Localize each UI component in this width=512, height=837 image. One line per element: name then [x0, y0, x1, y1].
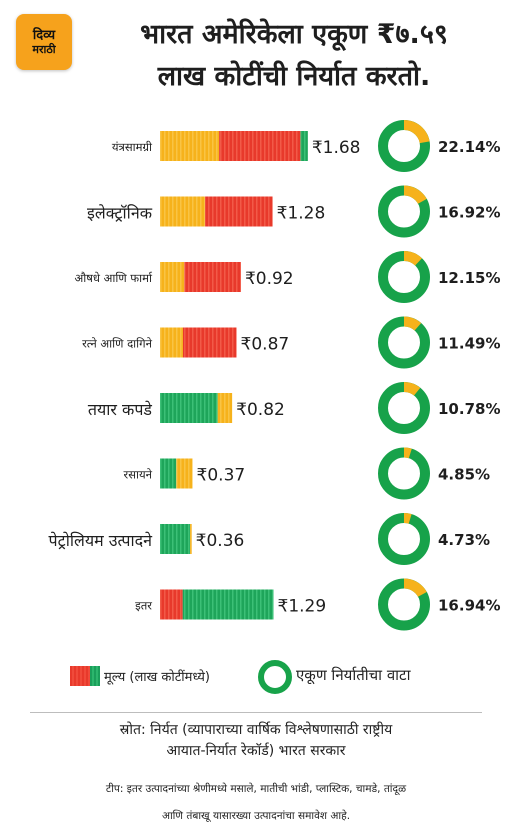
category-label: इतर [135, 599, 152, 613]
bar-segment [160, 393, 218, 423]
bar-segment [160, 458, 177, 489]
share-percent-label: 10.78% [438, 400, 500, 418]
legend-ring-icon [258, 660, 292, 694]
bar-segment [160, 524, 191, 554]
logo-text-bottom: मराठी [32, 43, 56, 56]
bar-segment [160, 589, 183, 620]
bar-segment [219, 131, 301, 161]
share-donut-ring [378, 382, 430, 434]
divya-marathi-logo: दिव्य मराठी [16, 14, 72, 70]
category-label: तयार कपडे [88, 400, 153, 419]
category-label: रत्ने आणि दागिने [82, 337, 153, 351]
share-donut-slice [378, 120, 430, 172]
bar-value-label: ₹1.29 [278, 597, 327, 617]
source-line-1: स्रोत: निर्यत (व्यापाराच्या वार्षिक विश्… [119, 722, 393, 738]
category-label: यंत्रसामग्री [112, 140, 153, 154]
bar-segment [160, 327, 183, 358]
bar-segment [190, 524, 192, 554]
share-percent-label: 4.85% [438, 466, 490, 484]
share-donut-slice [378, 251, 430, 303]
export-chart: यंत्रसामग्री ₹1.68 22.14% इलेक्ट्रॉनिक ₹1.28… [49, 120, 500, 631]
legend-bar-swatch [70, 666, 100, 686]
footnote: टीप: इतर उत्पादनांच्या श्रेणीमध्ये मसाले… [30, 776, 482, 830]
share-donut-ring [378, 316, 430, 369]
bar-value-label: ₹0.92 [245, 269, 294, 289]
title-line-1: भारत अमेरिकेला एकूण ₹७.५९ [140, 19, 448, 50]
category-label: इलेक्ट्रॉनिक [87, 204, 153, 223]
legend-share-label: एकूण निर्यातीचा वाटा [296, 666, 411, 684]
category-label: रसायने [123, 468, 152, 482]
share-donut-ring [378, 447, 430, 500]
note-line-2: आणि तंबाखू यासारख्या उत्पादनांचा समावेश … [161, 810, 351, 822]
share-donut-slice [378, 447, 430, 500]
share-donut-slice [378, 513, 430, 565]
share-donut-slice [378, 382, 430, 434]
category-label: औषधे आणि फार्मा [74, 271, 153, 285]
bar-segment [182, 589, 274, 620]
header: दिव्य मराठी भारत अमेरिकेला एकूण ₹७.५९ ला… [0, 0, 512, 112]
share-percent-label: 4.73% [438, 531, 490, 549]
logo-text-top: दिव्य [32, 28, 56, 43]
bar-segment [160, 131, 220, 161]
source-line-2: आयात-निर्यात रेकॉर्ड) भारत सरकार [166, 743, 346, 759]
bar-segment [184, 262, 241, 292]
share-percent-label: 16.94% [438, 597, 500, 615]
bar-segment [160, 262, 185, 292]
bar-value-label: ₹0.87 [241, 335, 290, 355]
legend-value-label: मूल्य (लाख कोटींमध्ये) [104, 670, 210, 685]
bar-segment [182, 327, 237, 358]
note-line-1: टीप: इतर उत्पादनांच्या श्रेणीमध्ये मसाले… [105, 783, 407, 795]
bar-value-label: ₹0.37 [197, 466, 246, 486]
bar-value-label: ₹1.68 [312, 138, 361, 158]
share-percent-label: 16.92% [438, 204, 500, 222]
share-percent-label: 22.14% [438, 138, 500, 156]
share-donut-ring [378, 513, 430, 565]
divider [30, 712, 482, 713]
bar-segment [205, 196, 273, 227]
bar-segment [217, 393, 233, 423]
bar-value-label: ₹0.82 [236, 400, 285, 420]
bar-segment [300, 131, 308, 161]
share-donut-slice [378, 316, 430, 369]
source-text: स्रोत: निर्यत (व्यापाराच्या वार्षिक विश्… [40, 720, 472, 762]
share-donut-slice [378, 578, 430, 631]
bar-segment [160, 196, 206, 227]
page-title: भारत अमेरिकेला एकूण ₹७.५९ लाख कोटींची नि… [84, 14, 504, 98]
share-donut-ring [378, 251, 430, 303]
bar-value-label: ₹1.28 [277, 204, 326, 224]
bar-segment [176, 458, 193, 489]
bar-value-label: ₹0.36 [196, 531, 245, 551]
chart-legend: मूल्य (लाख कोटींमध्ये) एकूण निर्यातीचा व… [0, 652, 512, 696]
share-donut-slice [378, 185, 430, 238]
category-label: पेट्रोलियम उत्पादने [49, 531, 154, 550]
title-line-2: लाख कोटींची निर्यात करतो. [157, 61, 431, 92]
share-percent-label: 11.49% [438, 335, 500, 353]
share-percent-label: 12.15% [438, 269, 500, 287]
